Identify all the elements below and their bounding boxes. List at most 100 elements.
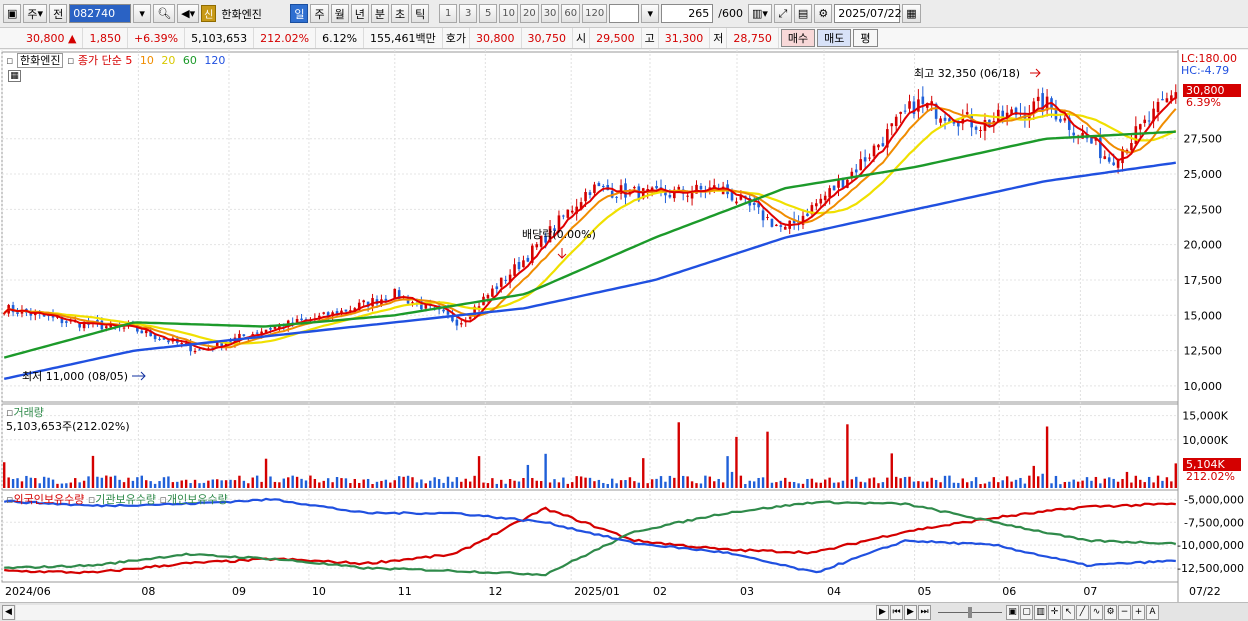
period-week[interactable]: 주 <box>310 4 329 23</box>
zoom-slider[interactable] <box>936 605 1006 620</box>
interval-dropdown-icon[interactable]: ▾ <box>641 4 660 23</box>
scroll-right-icon[interactable]: ▶ <box>876 604 889 620</box>
calendar-icon[interactable]: ▦ <box>902 4 921 23</box>
volume-bar <box>180 480 183 488</box>
period-month[interactable]: 월 <box>330 4 349 23</box>
scroll-track[interactable] <box>16 604 876 620</box>
interval-60[interactable]: 60 <box>561 4 581 23</box>
volume-bar <box>575 476 578 488</box>
period-minute[interactable]: 분 <box>370 4 389 23</box>
volume-bar <box>1010 481 1013 488</box>
zoom-plus-icon[interactable]: + <box>1132 604 1145 620</box>
first-page-icon[interactable]: ⏮ <box>890 604 903 620</box>
volume-bar <box>704 475 707 488</box>
layout-icon[interactable]: ▣ <box>1006 604 1019 620</box>
volume-bar <box>1081 480 1084 488</box>
split-icon[interactable]: ▥ <box>1034 604 1047 620</box>
period-day[interactable]: 일 <box>290 4 309 23</box>
play-icon[interactable]: ▶ <box>904 604 917 620</box>
candle-body <box>783 226 787 230</box>
window-icon[interactable]: ▣ <box>3 4 22 23</box>
volume-bar <box>872 477 876 488</box>
interval-1[interactable]: 1 <box>439 4 458 23</box>
arrow-icon[interactable]: ↖ <box>1062 604 1075 620</box>
candle-body <box>548 226 552 243</box>
interval-5[interactable]: 5 <box>479 4 498 23</box>
candle-body <box>317 315 321 318</box>
last-page-icon[interactable]: ⏭ <box>918 604 931 620</box>
volume-bar <box>411 477 414 488</box>
period-second[interactable]: 초 <box>390 4 410 23</box>
volume-bar <box>1072 479 1075 488</box>
interval-3[interactable]: 3 <box>459 4 478 23</box>
indicator-icon[interactable]: ▥▾ <box>747 4 772 23</box>
interval-10[interactable]: 10 <box>499 4 518 23</box>
sell-button[interactable]: 매도 <box>817 29 852 47</box>
crosshair-icon[interactable]: ✛ <box>1048 604 1061 620</box>
chart-canvas[interactable]: 10,000 12,500 15,000 17,500 20,000 22,500 25,0… <box>0 50 1248 603</box>
search-icon[interactable]: 🔍︎ <box>153 4 176 23</box>
candle-body <box>646 189 649 191</box>
volume-bar <box>295 476 299 488</box>
volume-bar <box>362 479 365 488</box>
eval-button[interactable]: 평 <box>853 29 878 47</box>
count-input[interactable]: 265 <box>661 4 714 23</box>
scroll-left-icon[interactable]: ◀ <box>2 604 15 620</box>
price-pct-tag: 6.39% <box>1186 96 1221 109</box>
period-tick[interactable]: 틱 <box>411 4 430 23</box>
volume-bar <box>29 477 33 488</box>
draw-tool-icon[interactable]: ⤢ <box>773 4 792 23</box>
gear-icon[interactable]: ⚙ <box>814 4 833 23</box>
volume-bar <box>531 477 534 488</box>
candle-body <box>575 206 578 214</box>
code-input[interactable]: 082740 <box>69 4 132 23</box>
date-input[interactable]: 2025/07/22 <box>834 4 902 23</box>
candle-body <box>850 171 854 178</box>
candle-body <box>779 225 783 227</box>
chart-toolbar: ▣ 주 ▾ 전 082740 ▾ 🔍︎ ◀▾ 신 한화엔진 일 주 월 년 분 초… <box>0 0 1248 28</box>
market-select[interactable]: 주 ▾ <box>23 4 48 23</box>
price-value: 30,800 <box>26 31 65 45</box>
interval-30[interactable]: 30 <box>540 4 560 23</box>
volume-bar <box>309 475 312 488</box>
chart-settings-icon[interactable]: ▦ <box>8 70 21 82</box>
volume-bar <box>1121 478 1124 488</box>
volume-bar <box>269 476 272 488</box>
line-icon[interactable]: ╱ <box>1076 604 1089 620</box>
candle-body <box>2 313 6 315</box>
wave-icon[interactable]: ∿ <box>1090 604 1103 620</box>
candle-body <box>357 302 361 311</box>
volume-bar <box>801 483 805 488</box>
gear-small-icon[interactable]: ⚙ <box>1104 604 1117 620</box>
volume-bar <box>606 483 609 488</box>
custom-interval-input[interactable] <box>609 4 640 23</box>
buy-button[interactable]: 매수 <box>780 29 816 47</box>
chart-area[interactable]: 10,000 12,500 15,000 17,500 20,000 22,500 25,0… <box>0 50 1248 603</box>
candle-body <box>1112 162 1115 166</box>
volume-bar <box>664 481 667 488</box>
volume-bar <box>238 475 241 488</box>
zoom-slider-handle[interactable] <box>968 606 972 618</box>
candle-body <box>180 342 184 344</box>
layout2-icon[interactable]: ▢ <box>1020 604 1033 620</box>
text-icon[interactable]: A <box>1146 604 1159 620</box>
prev-button[interactable]: 전 <box>49 4 68 23</box>
interval-20[interactable]: 20 <box>519 4 539 23</box>
interval-120[interactable]: 120 <box>582 4 608 23</box>
candle-body <box>597 182 601 187</box>
candle-body <box>1059 118 1062 122</box>
zoom-minus-icon[interactable]: − <box>1118 604 1131 620</box>
price-tag: 30,800 <box>1183 84 1241 97</box>
volume-bar <box>384 479 388 488</box>
volume-bar <box>650 479 654 488</box>
volume-bar <box>553 479 556 488</box>
volume-bar <box>721 482 725 488</box>
volume-bar <box>1152 482 1155 488</box>
period-year[interactable]: 년 <box>350 4 369 23</box>
sound-icon[interactable]: ◀▾ <box>177 4 200 23</box>
code-dropdown-icon[interactable]: ▾ <box>133 4 152 23</box>
candle-body <box>881 143 885 147</box>
volume-bar <box>1165 477 1169 488</box>
save-icon[interactable]: ▤ <box>793 4 813 23</box>
candle-body <box>362 300 365 303</box>
